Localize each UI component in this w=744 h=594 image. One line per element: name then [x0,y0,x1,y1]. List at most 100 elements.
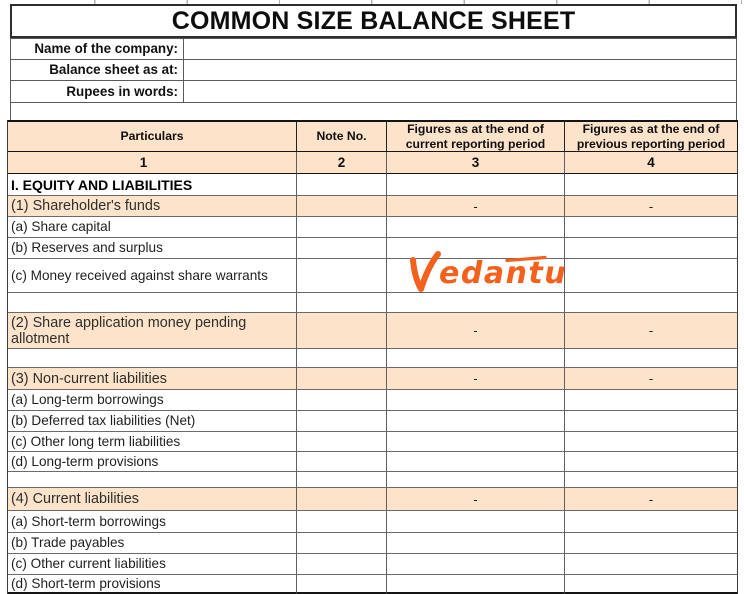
cell-particulars [8,472,297,488]
cell-note-no[interactable] [297,452,387,472]
table-row [8,349,738,368]
cell-note-no[interactable] [297,554,387,575]
cell-particulars [8,293,297,313]
table-row: (4) Current liabilities - - [8,488,738,511]
cell-note-no[interactable] [297,217,387,238]
cell-particulars: (a) Long-term borrowings [8,390,297,411]
cell-particulars: (4) Current liabilities [8,488,297,511]
cell-previous-period[interactable] [565,575,738,594]
cell-particulars: (c) Money received against share warrant… [8,259,297,293]
cell-current-period[interactable] [387,259,565,293]
top-gridline-strip [0,0,744,4]
cell-previous-period[interactable]: - [565,368,738,390]
rupees-in-words-label: Rupees in words: [11,81,184,102]
cell-note-no[interactable] [297,293,387,313]
cell-current-period[interactable] [387,349,565,368]
cell-current-period[interactable] [387,511,565,533]
cell-note-no[interactable] [297,238,387,259]
cell-previous-period[interactable] [565,293,738,313]
cell-current-period[interactable]: - [387,313,565,349]
cell-current-period[interactable] [387,293,565,313]
cell-current-period[interactable] [387,575,565,594]
cell-note-no[interactable] [297,349,387,368]
cell-previous-period[interactable] [565,259,738,293]
cell-current-period[interactable] [387,554,565,575]
cell-current-period[interactable]: - [387,488,565,511]
cell-note-no[interactable] [297,533,387,554]
column-header-4: Figures as at the end of previous report… [565,122,738,152]
info-row-rupees: Rupees in words: [10,81,737,103]
cell-particulars: (2) Share application money pending allo… [8,313,297,349]
cell-note-no[interactable] [297,390,387,411]
cell-note-no[interactable] [297,313,387,349]
cell-current-period[interactable] [387,411,565,432]
cell-previous-period[interactable] [565,349,738,368]
cell-note-no[interactable] [297,472,387,488]
table-row: (b) Reserves and surplus [8,238,738,259]
cell-previous-period[interactable] [565,554,738,575]
cell-current-period[interactable] [387,533,565,554]
table-row [8,472,738,488]
column-header-3: Figures as at the end of current reporti… [387,122,565,152]
cell-current-period[interactable] [387,472,565,488]
cell-previous-period[interactable] [565,511,738,533]
table-row: (c) Money received against share warrant… [8,259,738,293]
cell-particulars: (c) Other current liabilities [8,554,297,575]
cell-note-no[interactable] [297,575,387,594]
cell-previous-period[interactable] [565,432,738,452]
company-name-input[interactable] [184,39,737,59]
cell-particulars: (a) Short-term borrowings [8,511,297,533]
cell-current-period[interactable] [387,238,565,259]
column-number-4: 4 [565,152,738,174]
table-row: (c) Other long term liabilities [8,432,738,452]
info-rows: Name of the company: Balance sheet as at… [10,38,737,103]
cell-previous-period[interactable] [565,472,738,488]
cell-particulars: I. EQUITY AND LIABILITIES [8,174,297,196]
cell-note-no[interactable] [297,432,387,452]
cell-current-period[interactable] [387,452,565,472]
cell-current-period[interactable]: - [387,196,565,217]
cell-current-period[interactable] [387,390,565,411]
cell-previous-period[interactable] [565,238,738,259]
cell-current-period[interactable]: - [387,368,565,390]
info-row-balance-date: Balance sheet as at: [10,59,737,82]
info-row-company: Name of the company: [10,38,737,60]
cell-previous-period[interactable]: - [565,313,738,349]
cell-note-no[interactable] [297,196,387,217]
table-header-row: Particulars Note No. Figures as at the end… [8,122,738,152]
cell-previous-period[interactable] [565,217,738,238]
column-header-2: Note No. [297,122,387,152]
cell-previous-period[interactable]: - [565,196,738,217]
table-row: (2) Share application money pending allo… [8,313,738,349]
table-row: (b) Trade payables [8,533,738,554]
cell-note-no[interactable] [297,259,387,293]
column-header-1: Particulars [8,122,297,152]
table-row: (a) Short-term borrowings [8,511,738,533]
cell-note-no[interactable] [297,488,387,511]
cell-current-period[interactable] [387,432,565,452]
cell-previous-period[interactable] [565,533,738,554]
cell-current-period[interactable] [387,174,565,196]
cell-note-no[interactable] [297,174,387,196]
cell-previous-period[interactable] [565,411,738,432]
table-row: (c) Other current liabilities [8,554,738,575]
cell-previous-period[interactable] [565,174,738,196]
balance-date-input[interactable] [184,59,737,81]
column-number-3: 3 [387,152,565,174]
balance-sheet-table: Particulars Note No. Figures as at the end… [7,120,738,594]
cell-note-no[interactable] [297,511,387,533]
title-row: COMMON SIZE BALANCE SHEET [10,4,737,38]
cell-note-no[interactable] [297,368,387,390]
table-row: (a) Long-term borrowings [8,390,738,411]
cell-particulars: (b) Deferred tax liabilities (Net) [8,411,297,432]
rupees-in-words-input[interactable] [184,81,737,102]
cell-current-period[interactable] [387,217,565,238]
cell-previous-period[interactable] [565,452,738,472]
cell-particulars: (b) Reserves and surplus [8,238,297,259]
cell-note-no[interactable] [297,411,387,432]
cell-previous-period[interactable]: - [565,488,738,511]
cell-particulars: (3) Non-current liabilities [8,368,297,390]
cell-previous-period[interactable] [565,390,738,411]
